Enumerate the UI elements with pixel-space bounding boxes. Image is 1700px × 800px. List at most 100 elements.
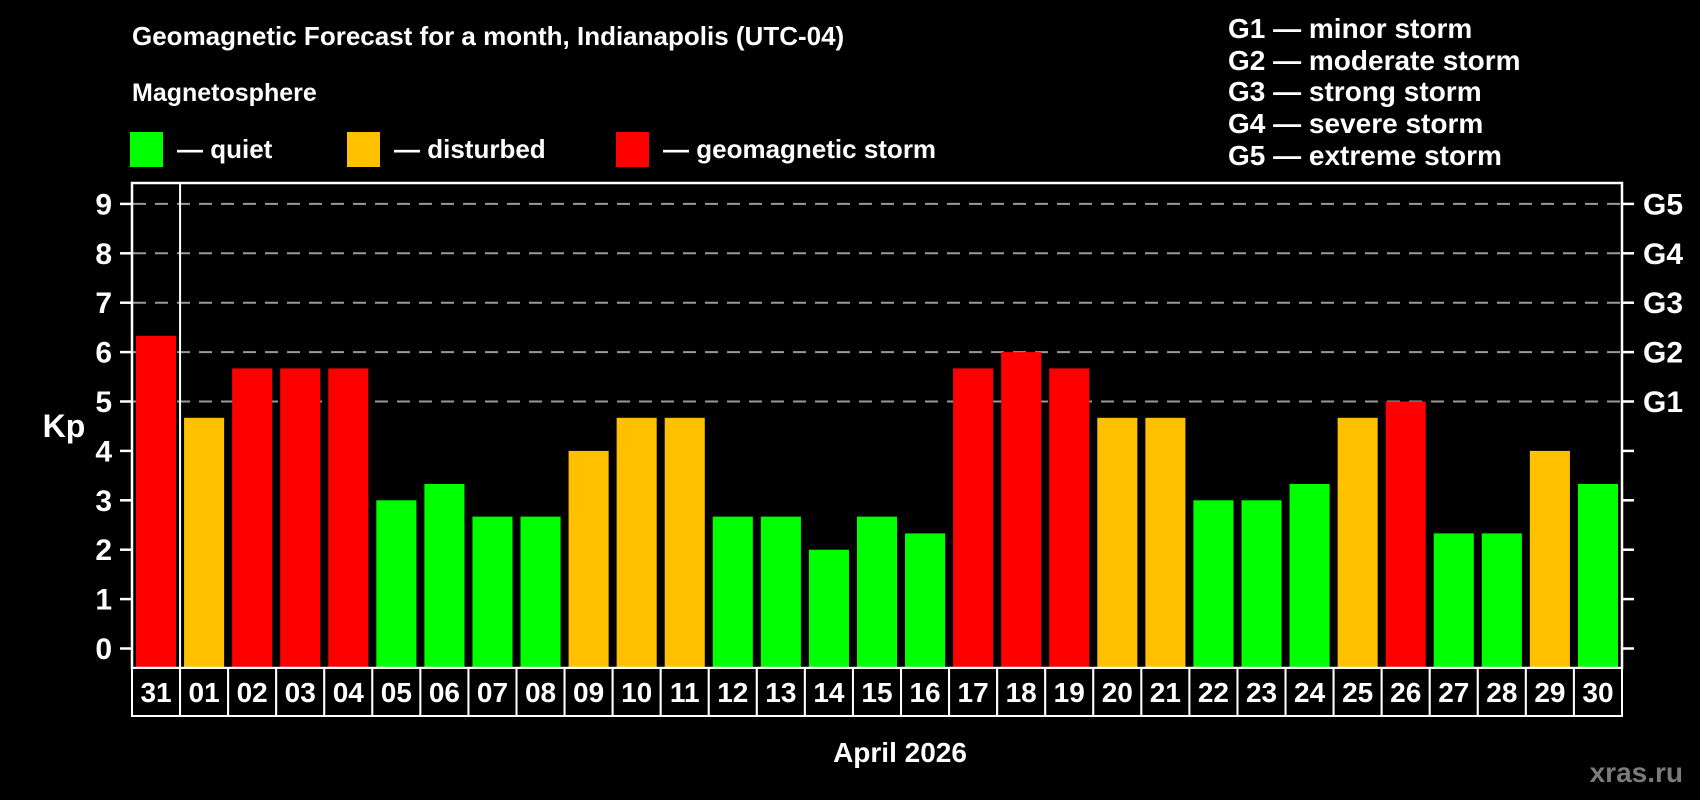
day-label: 26 [1390,677,1421,708]
bar-day-17 [953,368,994,668]
bar-day-06 [424,483,465,668]
day-label: 18 [1006,677,1037,708]
day-cell [1140,667,1191,717]
day-label: 12 [717,677,748,708]
bar-day-22 [1193,500,1234,668]
day-cell [275,667,326,717]
quiet-color-swatch [130,132,163,167]
day-label: 25 [1342,677,1373,708]
legend-item-disturbed: — disturbed [347,132,546,167]
g-axis-label-g5: G5 [1643,188,1683,221]
day-label: 07 [477,677,508,708]
day-label: 24 [1294,677,1326,708]
bar-day-01 [184,417,225,668]
bar-day-13 [760,516,801,668]
legend-storm-label: — geomagnetic storm [663,134,937,164]
day-label: 30 [1582,677,1613,708]
bar-day-28 [1481,533,1522,668]
day-label: 14 [813,677,845,708]
g-axis-label-g3: G3 [1643,287,1683,320]
bar-day-19 [1049,368,1090,668]
g-legend-line-g1: G1 — minor storm [1228,13,1473,44]
x-axis-title: April 2026 [833,737,967,768]
storm-color-swatch [616,132,649,167]
g-scale-legend: G1 — minor storm G2 — moderate storm G3 … [1228,13,1521,172]
g-axis-label-g1: G1 [1643,386,1683,419]
day-cell [996,667,1047,717]
day-label: 20 [1102,677,1133,708]
g-legend-line-g3: G3 — strong storm [1228,76,1482,108]
day-label: 17 [958,677,989,708]
g-legend-line-g5: G5 — extreme storm [1228,139,1502,171]
y-tick-label: 7 [95,287,112,320]
day-cell [851,667,903,717]
day-cell [755,667,806,717]
y-tick-label: 1 [95,584,112,617]
bar-day-30 [1577,483,1618,668]
bar-day-14 [808,549,849,668]
day-cell [563,667,614,717]
g-legend-line-g2: G2 — moderate storm [1228,44,1521,76]
day-label: 02 [237,677,268,708]
bar-day-15 [856,516,898,668]
bar-day-21 [1145,417,1186,668]
day-cell [515,667,566,717]
g-legend-line-g4: G4 — severe storm [1228,108,1484,140]
day-cell [1428,667,1479,717]
bar-day-16 [905,533,946,668]
day-cell [803,667,854,717]
chart-title: Geomagnetic Forecast for a month, Indian… [132,21,845,51]
day-label: 01 [189,677,220,708]
bar-day-12 [712,516,753,668]
bar-day-26 [1385,401,1426,668]
day-cell [179,667,230,717]
day-label: 13 [765,677,796,708]
day-cell [1476,667,1527,717]
day-label: 10 [621,677,652,708]
y-tick-label: 5 [95,386,112,419]
day-cell [1188,667,1239,717]
bar-day-10 [616,417,657,668]
bar-day-08 [520,516,561,668]
day-label: 22 [1198,677,1229,708]
day-cell [659,667,710,717]
bar-day-27 [1433,533,1474,668]
bar-day-20 [1097,417,1138,668]
day-cell [900,667,951,717]
bar-day-03 [280,368,321,668]
day-cell [948,667,999,717]
day-label: 29 [1534,677,1565,708]
bar-day-23 [1241,500,1282,668]
g-axis-label-g4: G4 [1643,238,1683,271]
bar-day-18 [1001,352,1042,668]
y-tick-label: 6 [95,337,112,370]
day-cell [1524,667,1575,717]
legend-item-quiet: — quiet [130,132,272,167]
y-tick-label: 9 [95,188,112,221]
day-label: 23 [1246,677,1277,708]
bar-day-09 [568,450,609,668]
day-label: 08 [525,677,556,708]
day-label: 11 [670,677,700,708]
y-axis-title: Kp [42,408,86,444]
day-cell [1380,667,1431,717]
bar-day-04 [328,368,369,668]
bar-day-25 [1337,417,1378,668]
day-label: 16 [909,677,940,708]
g-axis-label-g2: G2 [1643,337,1683,370]
legend-item-storm: — geomagnetic storm [616,132,936,167]
day-cell [419,667,470,717]
day-label: 04 [333,677,365,708]
day-label: 19 [1054,677,1085,708]
bar-day-31 [136,335,177,668]
day-cell [707,667,758,717]
disturbed-color-swatch [347,132,380,167]
day-label: 15 [861,677,892,708]
bar-day-11 [664,417,705,668]
bar-day-05 [376,500,417,668]
y-tick-label: 8 [95,238,112,271]
day-cell [1284,667,1335,717]
day-label: 09 [573,677,604,708]
